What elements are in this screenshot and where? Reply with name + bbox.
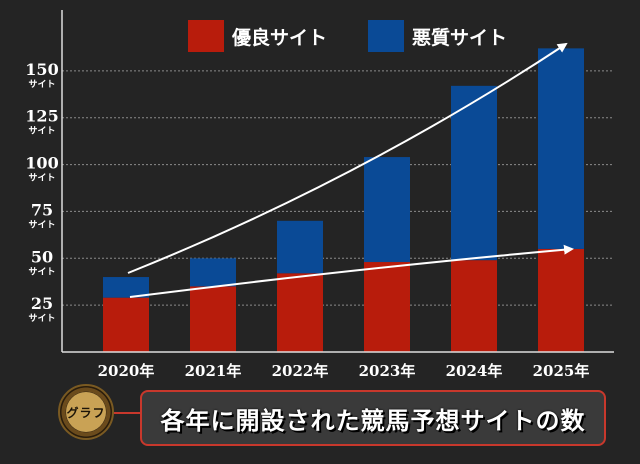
legend: 優良サイト 悪質サイト: [188, 20, 507, 52]
bar-bad-3: [364, 157, 410, 263]
x-tick-labels: 2020年 2021年 2022年 2023年 2024年 2025年: [98, 362, 590, 380]
y-tick-label-100: 100: [25, 154, 58, 173]
graph-badge-inner: グラフ: [66, 392, 106, 432]
legend-label-0: 優良サイト: [231, 26, 327, 49]
caption-text: 各年に開設された競馬予想サイトの数: [160, 406, 586, 435]
axes: [61, 10, 614, 353]
x-tick-label-5: 2025年: [533, 362, 590, 380]
bar-good-4: [451, 260, 497, 352]
bars: [103, 48, 584, 352]
x-tick-label-4: 2024年: [446, 362, 503, 380]
y-tick-label-150: 150: [25, 60, 58, 79]
caption-box: 各年に開設された競馬予想サイトの数: [140, 390, 606, 446]
trend-arrow-bad: [127, 42, 568, 274]
bar-bad-5: [538, 48, 584, 249]
y-tick-unit-75: サイト: [28, 219, 55, 230]
bar-bad-4: [451, 85, 497, 261]
legend-swatch-0: [188, 20, 224, 52]
y-tick-label-50: 50: [31, 247, 53, 266]
bar-bad-1: [190, 258, 236, 287]
legend-label-1: 悪質サイト: [412, 26, 507, 49]
trend-arrows: [127, 42, 574, 298]
y-tick-label-25: 25: [31, 294, 53, 313]
bar-bad-0: [103, 277, 149, 298]
y-tick-unit-150: サイト: [28, 79, 55, 90]
x-tick-label-1: 2021年: [185, 362, 242, 380]
bar-good-3: [364, 262, 410, 352]
y-tick-label-75: 75: [31, 200, 53, 219]
y-tick-unit-25: サイト: [28, 313, 55, 324]
trend-arrow-good: [129, 244, 574, 298]
y-tick-label-125: 125: [25, 107, 58, 126]
y-tick-unit-100: サイト: [28, 173, 55, 184]
caption-connector: [112, 412, 142, 414]
x-tick-label-0: 2020年: [98, 362, 155, 380]
graph-badge: グラフ: [58, 384, 114, 440]
bar-good-5: [538, 248, 584, 352]
x-tick-label-3: 2023年: [359, 362, 416, 380]
x-tick-label-2: 2022年: [272, 362, 329, 380]
legend-swatch-1: [368, 20, 404, 52]
y-tick-unit-50: サイト: [28, 266, 55, 277]
gridlines: [62, 70, 614, 306]
bar-good-0: [103, 297, 149, 352]
bar-good-1: [190, 286, 236, 352]
graph-badge-label: グラフ: [66, 405, 106, 420]
bar-good-2: [277, 273, 323, 352]
y-tick-unit-125: サイト: [28, 126, 55, 137]
bar-bad-2: [277, 220, 323, 274]
